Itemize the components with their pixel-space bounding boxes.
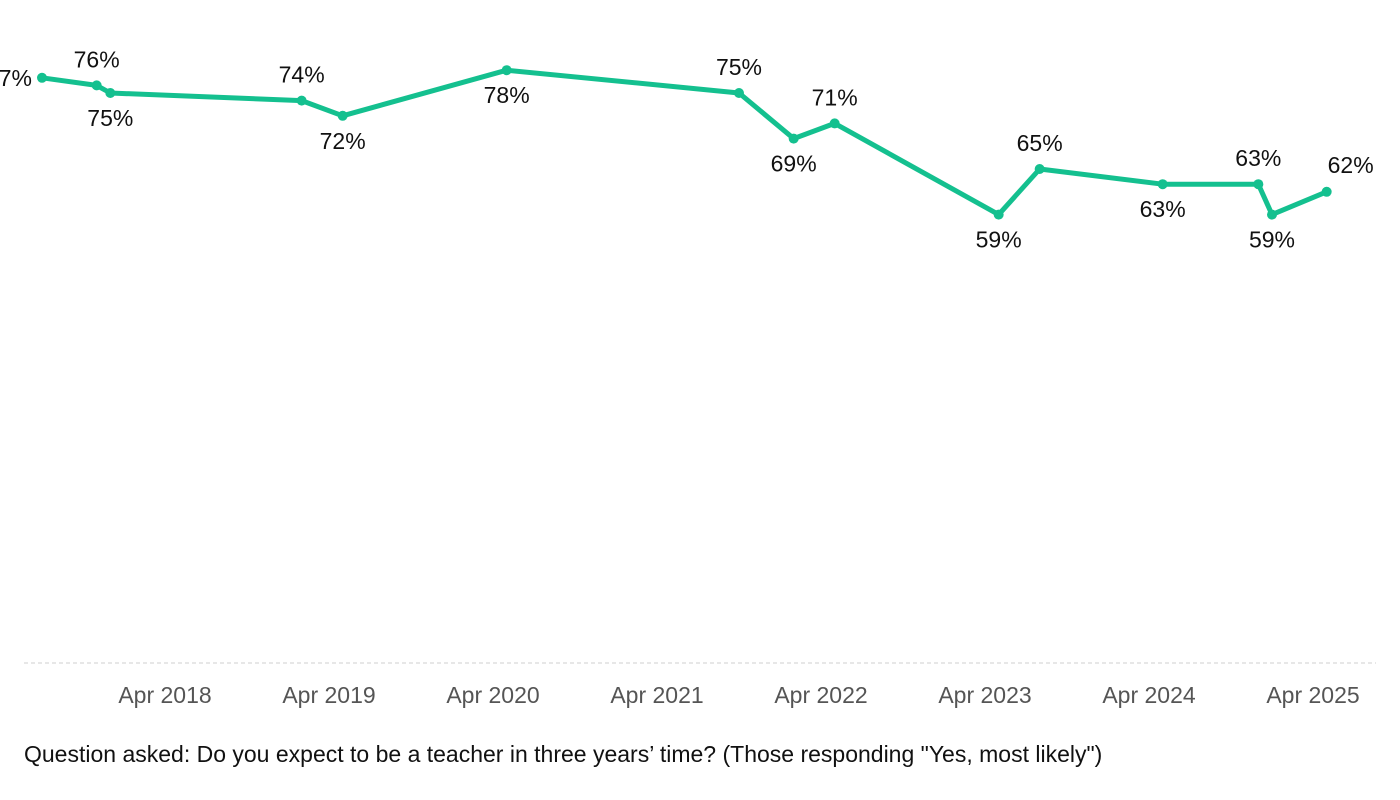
data-label: 74%	[279, 62, 325, 88]
data-points-group	[37, 65, 1332, 220]
line-chart: 77% 76% 75% 74% 72% 78% 75% 69% 71% 59% 65% 63% 63% 5…	[0, 46, 1376, 708]
data-label: 76%	[74, 46, 120, 72]
data-labels-group: 77% 76% 75% 74% 72% 78% 75% 69% 71% 59% 65% 63% 63% 5…	[0, 46, 1374, 252]
x-tick-label: Apr 2021	[610, 682, 703, 708]
x-tick-label: Apr 2024	[1102, 682, 1196, 708]
series-line-group	[39, 67, 1330, 218]
question-footnote: Question asked: Do you expect to be a te…	[24, 741, 1103, 767]
chart-area: 77% 76% 75% 74% 72% 78% 75% 69% 71% 59% 65% 63% 63% 5…	[0, 46, 1376, 767]
data-label: 62%	[1328, 152, 1374, 178]
data-point	[37, 72, 47, 83]
data-point	[91, 80, 102, 91]
data-label: 59%	[976, 227, 1022, 253]
data-label: 65%	[1017, 130, 1063, 156]
data-label: 71%	[812, 84, 858, 110]
x-tick-labels-group: Apr 2018 Apr 2019 Apr 2020 Apr 2021 Apr 2022…	[118, 682, 1359, 708]
data-label: 77%	[0, 65, 32, 91]
data-label: 72%	[320, 128, 366, 154]
data-point	[296, 95, 307, 106]
x-tick-label: Apr 2020	[446, 682, 539, 708]
data-label: 63%	[1235, 145, 1281, 171]
series-line	[39, 67, 1330, 218]
data-point	[993, 209, 1004, 220]
data-label: 69%	[771, 151, 817, 177]
data-label: 59%	[1249, 227, 1295, 253]
x-tick-label: Apr 2025	[1266, 682, 1359, 708]
data-label: 75%	[716, 54, 762, 80]
x-tick-label: Apr 2023	[938, 682, 1031, 708]
data-point	[788, 133, 799, 144]
data-point	[1321, 186, 1332, 197]
data-point	[105, 88, 116, 98]
x-tick-label: Apr 2018	[118, 682, 211, 708]
x-tick-label: Apr 2022	[774, 682, 867, 708]
x-tick-label: Apr 2019	[282, 682, 375, 708]
data-point	[1267, 209, 1277, 220]
data-point	[1034, 164, 1045, 174]
data-point	[829, 118, 840, 129]
data-point	[1157, 179, 1168, 190]
data-point	[501, 65, 512, 76]
data-label: 63%	[1140, 196, 1186, 222]
data-label: 78%	[484, 82, 530, 108]
data-point	[337, 110, 348, 121]
data-point	[734, 88, 744, 98]
data-point	[1253, 179, 1264, 190]
data-label: 75%	[87, 105, 133, 131]
